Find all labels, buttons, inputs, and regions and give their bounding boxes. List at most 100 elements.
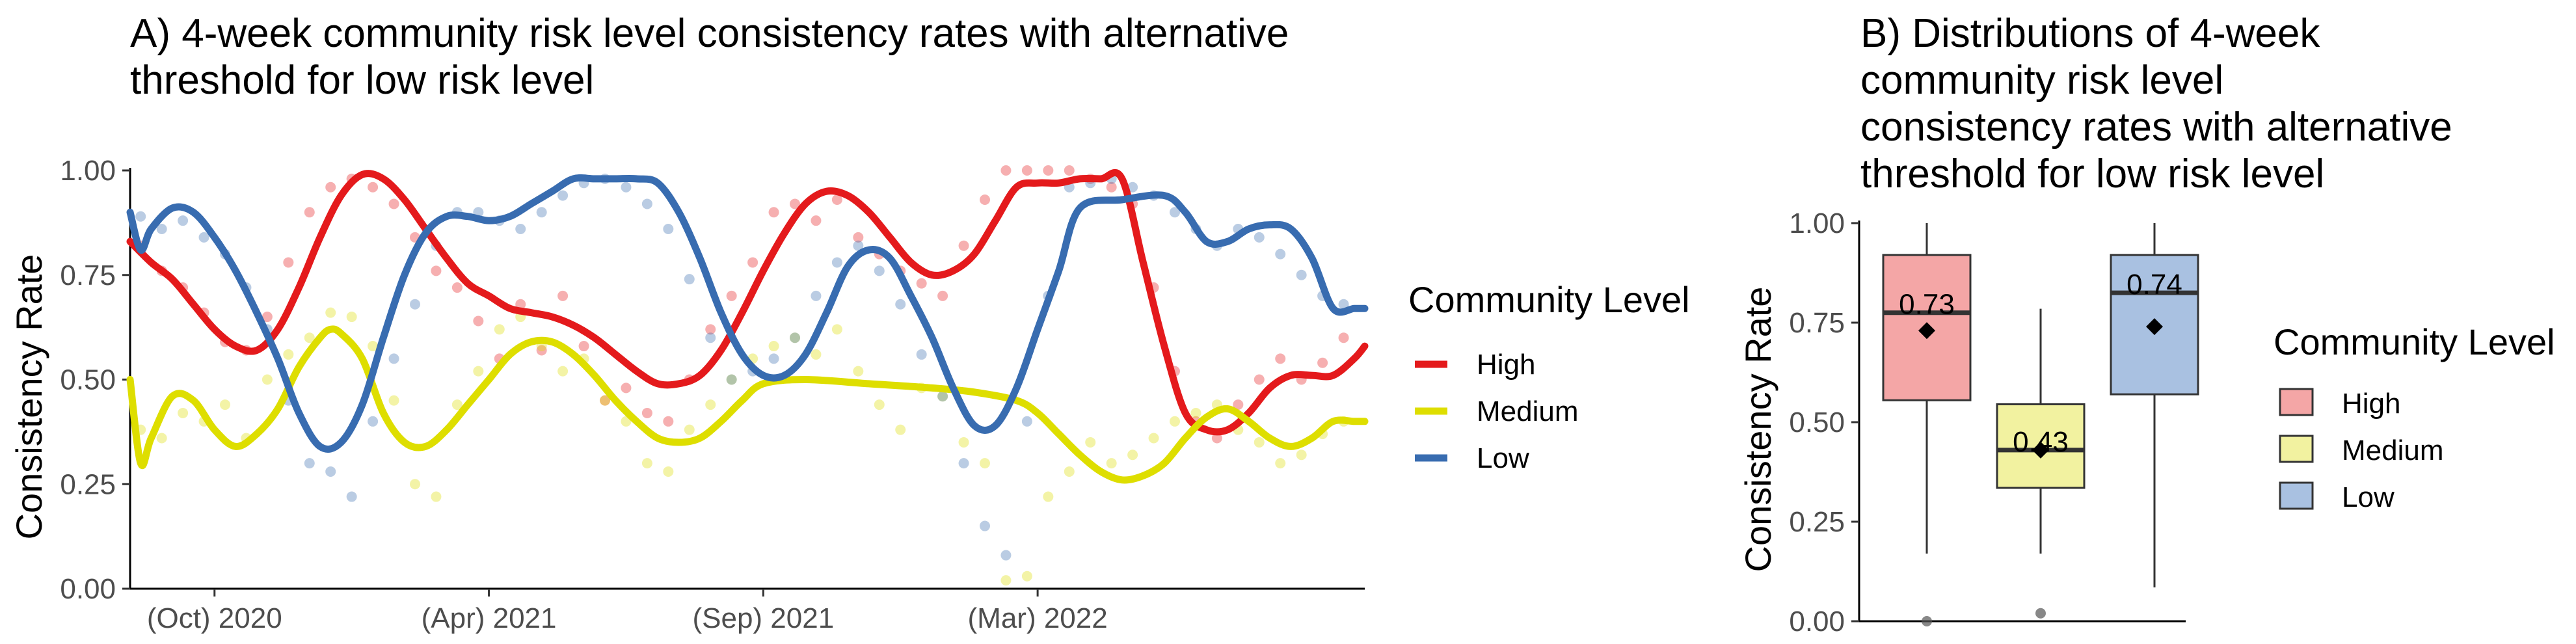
point-high bbox=[1021, 165, 1032, 176]
point-medium bbox=[1275, 458, 1286, 469]
point-medium bbox=[283, 349, 294, 360]
point-medium bbox=[980, 458, 990, 469]
point-low bbox=[1296, 269, 1307, 280]
panel-a-title-line-2: threshold for low risk level bbox=[130, 58, 594, 103]
point-low bbox=[178, 215, 189, 226]
point-low bbox=[768, 353, 779, 364]
point-medium bbox=[1170, 416, 1180, 427]
point-low bbox=[853, 240, 864, 251]
point-medium bbox=[853, 366, 864, 377]
point-medium bbox=[831, 324, 842, 335]
point-high bbox=[473, 315, 484, 327]
point-medium bbox=[557, 366, 569, 377]
outlier-high bbox=[1922, 616, 1932, 626]
point-medium bbox=[368, 341, 379, 352]
point-medium bbox=[1127, 449, 1138, 461]
point-low bbox=[874, 265, 885, 276]
panel-b-title-line-3: consistency rates with alternative bbox=[1860, 105, 2452, 150]
point-medium bbox=[410, 479, 420, 490]
point-low bbox=[916, 349, 927, 360]
point-medium bbox=[895, 424, 906, 435]
point-medium bbox=[431, 491, 442, 502]
legend-label-low: Low bbox=[1477, 442, 1529, 474]
point-medium bbox=[473, 366, 484, 377]
mean-label-medium: 0.43 bbox=[2013, 426, 2069, 458]
outlier-medium bbox=[2035, 608, 2046, 619]
point-high bbox=[557, 290, 569, 301]
point-high bbox=[621, 382, 632, 394]
panel-b-y-tick-label: 0.75 bbox=[1789, 307, 1845, 339]
point-high bbox=[641, 407, 652, 418]
point-low bbox=[621, 181, 632, 193]
point-high bbox=[578, 341, 589, 352]
mean-label-high: 0.73 bbox=[1899, 289, 1955, 321]
point-high bbox=[790, 198, 800, 209]
point-low bbox=[641, 198, 652, 209]
point-high bbox=[304, 207, 315, 218]
panel-a-x-tick-label: (Mar) 2022 bbox=[968, 602, 1108, 634]
line-low bbox=[126, 174, 1369, 453]
panel-a-title-line-1: A) 4-week community risk level consisten… bbox=[130, 11, 1289, 56]
point-medium bbox=[790, 332, 800, 343]
point-low bbox=[135, 211, 146, 222]
point-medium bbox=[663, 466, 674, 477]
panel-b-legend: Community Level High Medium Low bbox=[2274, 321, 2555, 513]
point-high bbox=[937, 290, 948, 301]
panel-b-y-tick-label: 0.25 bbox=[1789, 506, 1845, 538]
panel-b-plot: 0.00 0.25 0.50 0.75 1.00 0.73 0.43 0.74 bbox=[1789, 208, 2199, 637]
point-low bbox=[304, 458, 315, 469]
point-low bbox=[1275, 248, 1286, 260]
point-low bbox=[1127, 181, 1138, 193]
point-medium bbox=[1296, 449, 1307, 461]
point-low bbox=[684, 274, 695, 285]
point-high bbox=[831, 195, 842, 206]
mean-marker-medium bbox=[2032, 441, 2049, 459]
point-medium bbox=[768, 341, 779, 352]
point-medium bbox=[451, 399, 463, 410]
legend-swatch-medium bbox=[2279, 435, 2314, 463]
point-medium bbox=[641, 458, 652, 469]
point-low bbox=[958, 458, 969, 469]
point-low bbox=[1021, 416, 1032, 427]
point-medium bbox=[1106, 458, 1117, 469]
point-high bbox=[368, 181, 379, 193]
point-high bbox=[726, 290, 737, 301]
point-low bbox=[663, 224, 674, 235]
panel-a-x-tick-label: (Sep) 2021 bbox=[692, 602, 834, 634]
point-high bbox=[388, 198, 399, 209]
panel-b-legend-title: Community Level bbox=[2274, 321, 2555, 362]
point-medium bbox=[705, 399, 716, 410]
point-low bbox=[198, 232, 209, 243]
point-medium bbox=[726, 374, 737, 385]
point-high bbox=[451, 282, 463, 293]
legend-label-high: High bbox=[1477, 349, 1536, 381]
point-medium bbox=[1190, 407, 1201, 418]
panel-b-y-tick-label: 0.00 bbox=[1789, 606, 1845, 637]
point-high bbox=[283, 257, 294, 268]
point-high bbox=[747, 257, 758, 268]
point-high bbox=[536, 345, 547, 356]
point-low bbox=[368, 416, 379, 427]
point-high bbox=[431, 265, 442, 276]
point-high bbox=[1317, 357, 1328, 368]
point-high bbox=[1338, 332, 1349, 343]
point-low bbox=[388, 353, 399, 364]
mean-label-low: 0.74 bbox=[2127, 269, 2182, 301]
point-medium bbox=[178, 407, 189, 418]
point-medium bbox=[304, 332, 315, 343]
point-low bbox=[1170, 207, 1180, 218]
point-low bbox=[1338, 299, 1349, 310]
point-medium bbox=[1085, 436, 1096, 448]
point-medium bbox=[1254, 436, 1265, 448]
point-high bbox=[705, 324, 716, 335]
point-high bbox=[515, 299, 526, 310]
point-low bbox=[410, 299, 420, 310]
panel-b-title-line-4: threshold for low risk level bbox=[1860, 152, 2324, 196]
legend-swatch-low bbox=[2279, 481, 2314, 510]
legend-box-label-low: Low bbox=[2342, 481, 2395, 513]
point-low bbox=[557, 190, 569, 201]
point-medium bbox=[958, 436, 969, 448]
panel-a-legend: Community Level High Medium Low bbox=[1408, 279, 1690, 474]
point-high bbox=[853, 232, 864, 243]
